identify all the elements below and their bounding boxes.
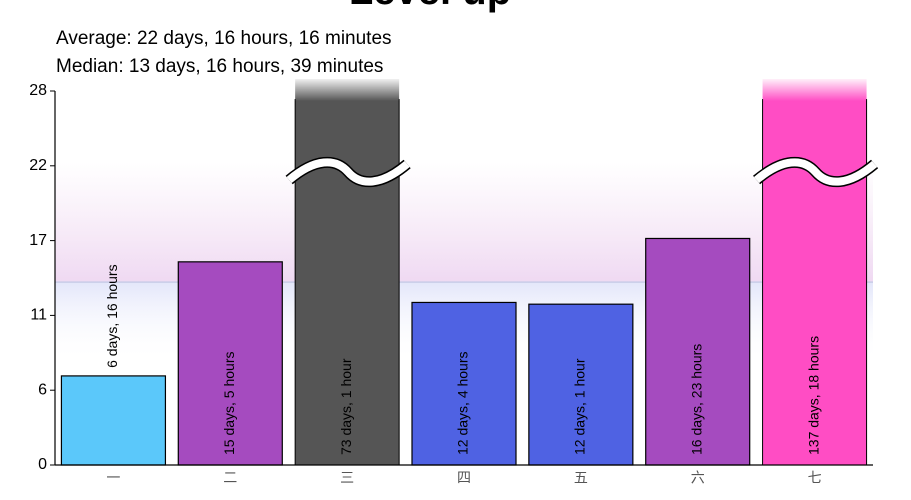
value-label: 6 days, 16 hours: [104, 264, 120, 368]
value-label: 16 days, 23 hours: [688, 344, 704, 455]
x-tick-label: 一: [106, 470, 120, 486]
bar: [645, 237, 751, 466]
chart-title: Level up: [349, 0, 511, 13]
y-tick-label: 11: [30, 307, 47, 324]
bar-fade: [294, 77, 401, 101]
break: [753, 158, 878, 186]
x-tick-label: 六: [691, 470, 705, 486]
stat-average: Average: 22 days, 16 hours, 16 minutes: [56, 28, 392, 49]
value-label: 73 days, 1 hour: [338, 358, 354, 455]
x-tick-label: 二: [223, 470, 237, 486]
bar: [295, 79, 400, 465]
bar: [762, 79, 867, 465]
bar: [177, 261, 283, 466]
x-tick-label: 五: [574, 470, 588, 486]
value-label: 12 days, 4 hours: [455, 351, 471, 455]
value-label: 15 days, 5 hours: [221, 351, 237, 455]
bar-fade: [761, 77, 868, 101]
stat-median: Median: 13 days, 16 hours, 39 minutes: [56, 56, 383, 77]
y-tick-label: 17: [29, 232, 47, 249]
bar: [411, 301, 517, 466]
value-label: 12 days, 1 hour: [572, 358, 588, 455]
x-tick-label: 三: [340, 470, 354, 486]
y-tick-label: 28: [29, 82, 47, 99]
bar: [60, 375, 167, 466]
bar: [528, 303, 634, 466]
value-label: 137 days, 18 hours: [805, 336, 821, 455]
y-tick-label: 0: [38, 456, 47, 473]
break: [286, 158, 410, 186]
x-tick-label: 七: [808, 470, 822, 486]
x-tick-label: 四: [457, 470, 471, 486]
y-tick-label: 22: [29, 157, 47, 174]
y-tick-label: 6: [38, 381, 47, 398]
